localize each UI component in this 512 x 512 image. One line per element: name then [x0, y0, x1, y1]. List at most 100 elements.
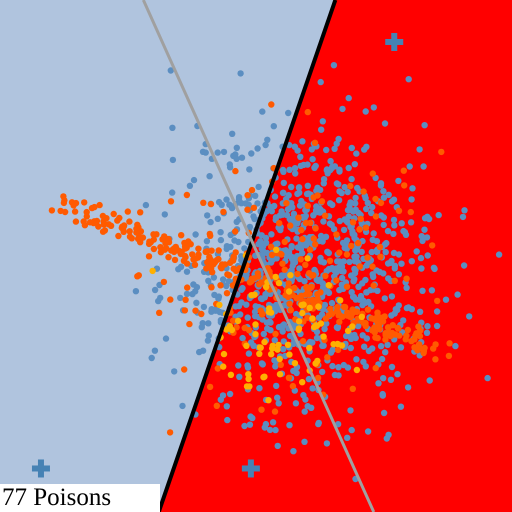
- data-point-orange: [258, 406, 265, 413]
- data-point-orange: [200, 199, 207, 206]
- data-point-blue: [183, 268, 191, 275]
- data-point-blue: [226, 390, 234, 398]
- data-point-blue: [318, 311, 326, 318]
- data-point-blue: [272, 363, 279, 370]
- data-point-blue: [278, 272, 286, 279]
- data-point-orange: [183, 244, 190, 251]
- data-point-poison: [252, 321, 259, 328]
- data-point-blue: [345, 94, 352, 102]
- data-point-orange: [382, 336, 389, 343]
- data-point-poison: [314, 357, 321, 365]
- data-point-blue: [421, 122, 428, 129]
- data-point-blue: [285, 109, 292, 117]
- data-point-orange: [161, 246, 168, 253]
- data-point-blue: [304, 403, 311, 410]
- data-point-orange: [438, 148, 445, 156]
- data-point-orange: [171, 256, 179, 264]
- data-point-blue: [348, 272, 355, 279]
- data-point-blue: [264, 325, 271, 332]
- data-point-blue: [423, 234, 431, 241]
- data-point-orange: [416, 341, 423, 348]
- data-point-blue: [327, 157, 334, 165]
- data-point-blue: [370, 230, 377, 237]
- data-point-orange: [57, 207, 64, 215]
- data-point-orange: [287, 222, 294, 229]
- data-point-blue: [151, 286, 159, 294]
- data-point-blue: [335, 135, 342, 143]
- data-point-blue: [271, 193, 279, 200]
- data-point-orange: [403, 275, 410, 282]
- data-point-blue: [246, 166, 253, 173]
- data-point-blue: [258, 232, 265, 239]
- data-point-orange: [232, 249, 239, 256]
- data-point-blue: [255, 241, 262, 248]
- data-point-blue: [431, 265, 438, 273]
- data-point-blue: [338, 263, 346, 270]
- data-point-blue: [279, 328, 286, 335]
- data-point-orange: [150, 236, 157, 243]
- data-point-orange: [105, 221, 113, 228]
- data-point-orange: [218, 265, 225, 272]
- data-point-blue: [330, 61, 338, 69]
- data-point-blue: [466, 313, 473, 320]
- data-point-blue: [369, 203, 376, 211]
- data-point-orange: [258, 311, 266, 318]
- data-point-orange: [232, 228, 239, 235]
- data-point-blue: [252, 192, 259, 199]
- data-point-blue: [275, 400, 282, 407]
- data-point-blue: [274, 442, 281, 450]
- data-point-blue: [390, 230, 397, 238]
- data-point-orange: [71, 208, 79, 215]
- data-point-orange: [400, 167, 407, 174]
- data-point-blue: [204, 212, 211, 219]
- data-point-blue: [391, 222, 398, 229]
- data-point-orange: [162, 240, 169, 247]
- data-point-orange: [310, 235, 317, 242]
- data-point-blue: [388, 363, 396, 371]
- data-point-blue: [259, 108, 266, 115]
- data-point-orange: [214, 365, 221, 372]
- data-point-blue: [254, 200, 261, 207]
- data-point-blue: [381, 120, 389, 127]
- data-point-blue: [419, 287, 426, 294]
- data-point-blue: [356, 296, 363, 303]
- data-point-blue: [377, 343, 385, 350]
- data-point-blue: [424, 323, 431, 330]
- data-point-blue: [426, 377, 433, 384]
- data-point-orange: [314, 192, 321, 199]
- data-point-blue: [274, 394, 281, 401]
- data-point-blue: [362, 195, 369, 202]
- data-point-orange: [364, 254, 371, 261]
- data-point-orange: [211, 258, 218, 266]
- data-point-blue: [428, 287, 436, 294]
- data-point-blue: [205, 332, 212, 339]
- data-point-orange: [285, 280, 292, 287]
- data-point-orange: [182, 296, 189, 303]
- data-point-orange: [61, 197, 68, 204]
- data-point-blue: [407, 219, 415, 226]
- data-point-orange: [446, 340, 453, 347]
- data-point-blue: [301, 408, 308, 415]
- data-point-orange: [276, 220, 283, 227]
- data-point-blue: [267, 319, 274, 326]
- data-point-blue: [320, 218, 327, 225]
- data-point-poison: [220, 363, 227, 370]
- data-point-blue: [258, 245, 265, 253]
- data-point-blue: [397, 344, 405, 351]
- data-point-orange: [165, 254, 172, 261]
- data-point-blue: [205, 320, 212, 327]
- data-point-blue: [268, 231, 275, 238]
- data-point-orange: [198, 310, 205, 318]
- data-point-poison: [353, 366, 361, 374]
- data-point-blue: [245, 350, 253, 357]
- data-point-blue: [326, 220, 334, 227]
- data-point-blue: [369, 345, 376, 352]
- data-point-orange: [372, 364, 379, 372]
- data-point-blue: [132, 288, 140, 295]
- data-point-orange: [412, 332, 419, 339]
- data-point-blue: [343, 332, 350, 340]
- data-point-orange: [110, 210, 117, 218]
- data-point-orange: [360, 188, 367, 195]
- data-point-blue: [435, 211, 442, 219]
